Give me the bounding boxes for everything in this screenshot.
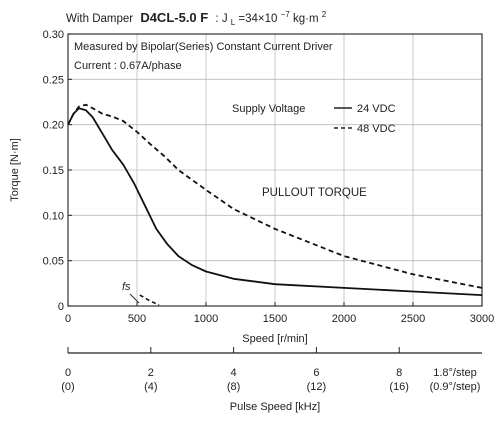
curves: [67, 103, 483, 306]
fs-curve: [139, 294, 160, 306]
legend-label-48vdc: 48 VDC: [357, 123, 396, 135]
title-inertia-unit-exp: 2: [322, 10, 327, 19]
title-inertia-exp: −7: [281, 10, 291, 19]
y-tick-label: 0.20: [43, 120, 64, 132]
y-tick-label: 0.05: [43, 256, 64, 268]
pulse-tick-sublabel: (0): [61, 381, 74, 393]
y-axis-label: Torque [N·m]: [9, 138, 21, 202]
grid: [68, 34, 482, 306]
legend-title: Supply Voltage: [232, 103, 305, 115]
annotation-fs: fs: [122, 281, 131, 293]
legend: Supply Voltage 24 VDC 48 VDC: [232, 103, 396, 135]
pulse-tick-sublabel: (8): [227, 381, 240, 393]
y-tick-label: 0.10: [43, 210, 64, 222]
pulse-tick-label: 6: [313, 367, 319, 379]
note-measured: Measured by Bipolar(Series) Constant Cur…: [74, 41, 333, 53]
y-tick-label: 0.15: [43, 165, 64, 177]
title-model: D4CL-5.0 F: [140, 10, 208, 25]
y-ticks: 0 0.05 0.10 0.15 0.20 0.25 0.30: [43, 29, 72, 313]
annotation-pullout-torque: PULLOUT TORQUE: [262, 187, 367, 199]
pulse-tick-label: 4: [231, 367, 237, 379]
x-tick-label: 500: [128, 313, 146, 325]
pulse-tick-label: 2: [148, 367, 154, 379]
title-prefix: With Damper: [66, 13, 133, 25]
y-tick-label: 0: [58, 301, 64, 313]
pulse-tick-label: 8: [396, 367, 402, 379]
y-tick-label: 0.25: [43, 74, 64, 86]
pulse-tick-sublabel: (12): [307, 381, 327, 393]
pulse-speed-label: Pulse Speed [kHz]: [230, 401, 321, 413]
x-ticks: 0 500 1000 1500 2000 2500 3000: [65, 302, 494, 325]
series-line-24vdc: [67, 107, 483, 296]
chart-title: With Damper D4CL-5.0 F : J L =34×10 −7 k…: [66, 8, 327, 28]
title-inertia-sub: L: [231, 18, 236, 27]
title-inertia-symbol: J: [222, 13, 228, 25]
pulse-tick-sublabel: (16): [389, 381, 409, 393]
pulse-speed-ticks: 0 (0) 2 (4) 4 (8) 6 (12) 8 (16): [61, 347, 409, 393]
step-label-half: (0.9°/step): [430, 381, 481, 393]
note-current: Current : 0.67A/phase: [74, 60, 182, 72]
x-tick-label: 1500: [263, 313, 287, 325]
pulse-tick-label: 0: [65, 367, 71, 379]
pulse-speed-axis: 0 (0) 2 (4) 4 (8) 6 (12) 8 (16) 1.8°/step (0.9°/s…: [61, 347, 482, 413]
x-tick-label: 3000: [470, 313, 494, 325]
x-tick-label: 2000: [332, 313, 356, 325]
pulse-tick-sublabel: (4): [144, 381, 157, 393]
x-axis-label: Speed [r/min]: [242, 333, 307, 345]
title-inertia-eq: =34×10: [238, 13, 277, 25]
series-line-48vdc: [67, 103, 483, 289]
y-tick-label: 0.30: [43, 29, 64, 41]
x-tick-label: 2500: [401, 313, 425, 325]
title-inertia-unit: kg·m: [293, 13, 319, 25]
step-label-full: 1.8°/step: [433, 367, 477, 379]
fs-leader-line: [129, 293, 140, 304]
legend-label-24vdc: 24 VDC: [357, 103, 396, 115]
x-tick-label: 1000: [194, 313, 218, 325]
x-tick-label: 0: [65, 313, 71, 325]
